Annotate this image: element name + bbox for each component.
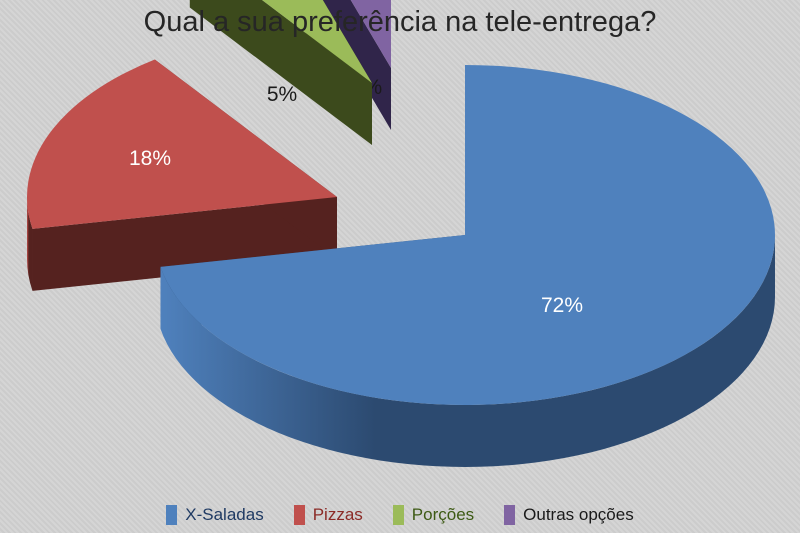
legend-item: Outras opções bbox=[504, 505, 634, 525]
slice-top bbox=[160, 65, 775, 405]
slice-side bbox=[160, 235, 775, 468]
slice-top bbox=[350, 0, 391, 68]
slice-wall bbox=[189, 0, 372, 145]
legend-swatch bbox=[293, 505, 305, 525]
legend: X-Saladas Pizzas Porções Outras opções bbox=[0, 505, 800, 525]
slice-wall bbox=[32, 197, 337, 291]
slice-label-2: 5% bbox=[267, 83, 297, 106]
legend-label: Porções bbox=[411, 505, 475, 524]
legend-item: Pizzas bbox=[293, 505, 363, 525]
legend-swatch bbox=[166, 505, 178, 525]
pie-slice-por-es: 5% bbox=[189, 0, 372, 145]
legend-swatch bbox=[504, 505, 516, 525]
legend-item: X-Saladas bbox=[166, 505, 264, 525]
slice-top bbox=[262, 0, 372, 83]
legend-swatch bbox=[392, 505, 404, 525]
pie-slice-x-saladas: 72% bbox=[160, 65, 775, 468]
slice-wall bbox=[286, 0, 372, 145]
chart-title: Qual a sua preferência na tele-entrega? bbox=[143, 6, 657, 38]
pie-slice-pizzas: 18% bbox=[26, 59, 337, 291]
slice-top bbox=[26, 59, 337, 229]
legend-label: Pizzas bbox=[312, 505, 363, 524]
legend-label: X-Saladas bbox=[185, 505, 264, 524]
slice-side bbox=[27, 197, 33, 291]
legend-label: Outras opções bbox=[523, 505, 634, 524]
slice-label-0: 72% bbox=[541, 294, 583, 317]
slice-label-1: 18% bbox=[129, 147, 171, 170]
legend-item: Porções bbox=[392, 505, 475, 525]
